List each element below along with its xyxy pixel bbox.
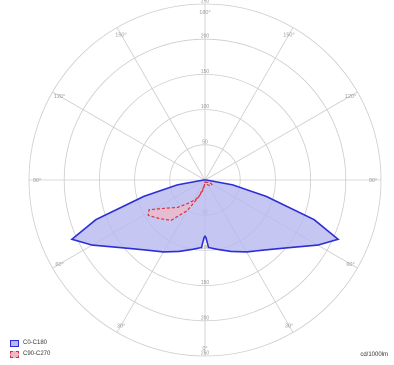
- series-c90-c270-curve: [147, 181, 213, 222]
- radial-tick-label-200-top: 200: [201, 34, 210, 40]
- angle-labels: 180° 150° 150° 120° 120° 90° 90° 60° 60° 30° 30° 0°: [33, 10, 377, 352]
- angle-label-150-left: 150°: [115, 33, 126, 39]
- series-layer: [70, 179, 340, 253]
- legend-label-c90-c270: C90-C270: [23, 351, 51, 357]
- legend-swatch-blue: [10, 340, 19, 347]
- angle-label-120-right: 120°: [345, 94, 356, 100]
- series-c0-c180-curve: [70, 179, 340, 253]
- legend-swatch-red: [10, 351, 19, 358]
- legend: C0-C180 C90-C270: [10, 338, 50, 360]
- legend-item-c90-c270: C90-C270: [10, 349, 50, 360]
- grid-spoke-150: [204, 27, 294, 181]
- grid-spoke-240: [52, 91, 206, 181]
- angle-label-60-left: 60°: [55, 262, 63, 268]
- angle-label-90-left: 90°: [33, 178, 41, 184]
- angle-label-30-left: 30°: [117, 323, 125, 329]
- unit-label: cd/1000lm: [360, 352, 388, 358]
- angle-label-180-right: 180°: [199, 10, 210, 16]
- radial-tick-label-250-bottom: 250: [201, 351, 210, 357]
- radial-tick-label-100-top: 100: [201, 104, 210, 110]
- angle-label-60-right: 60°: [346, 262, 354, 268]
- radial-tick-labels: 5050100100150150200200250250: [201, 0, 210, 357]
- radial-tick-label-50-top: 50: [202, 139, 208, 145]
- legend-item-c0-c180: C0-C180: [10, 338, 50, 349]
- angle-label-120-left: 120°: [54, 94, 65, 100]
- angle-label-0-right: 0°: [202, 346, 207, 352]
- angle-label-90-right: 90°: [369, 178, 377, 184]
- radial-tick-label-250-top: 250: [201, 0, 210, 5]
- angle-label-30-right: 30°: [285, 323, 293, 329]
- grid-spoke-210: [116, 27, 206, 181]
- legend-label-c0-c180: C0-C180: [23, 340, 48, 346]
- grid-spokes: [29, 4, 381, 356]
- radial-tick-label-100-bottom: 100: [201, 245, 210, 251]
- radial-tick-label-200-bottom: 200: [201, 315, 210, 321]
- radial-tick-label-150-top: 150: [201, 69, 210, 75]
- radial-tick-label-150-bottom: 150: [201, 280, 210, 286]
- grid-spoke-120: [204, 91, 358, 181]
- angle-label-150-right: 150°: [283, 33, 294, 39]
